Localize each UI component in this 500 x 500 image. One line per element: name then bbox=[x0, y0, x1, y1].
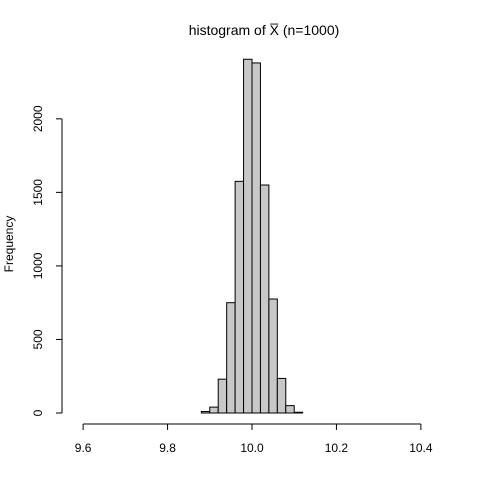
y-tick-label: 500 bbox=[31, 329, 45, 349]
histogram-bar bbox=[276, 377, 287, 414]
x-tick-label: 10.0 bbox=[240, 441, 264, 455]
y-tick-label: 1500 bbox=[31, 179, 45, 206]
histogram-bar bbox=[243, 58, 253, 414]
y-tick-label: 0 bbox=[31, 409, 45, 416]
histogram-bar bbox=[259, 184, 270, 414]
histogram-bar bbox=[200, 411, 211, 414]
y-tick-label: 2000 bbox=[31, 105, 45, 132]
x-tick-label: 9.8 bbox=[159, 441, 176, 455]
histogram-bar bbox=[209, 406, 219, 414]
histogram-bar bbox=[293, 411, 304, 414]
y-axis-title: Frequency bbox=[2, 216, 16, 273]
y-axis: 0 500 1000 1500 2000 bbox=[31, 105, 63, 416]
chart-title: histogram of X̅ (n=1000) bbox=[189, 22, 340, 38]
x-tick-label: 10.4 bbox=[409, 441, 433, 455]
histogram-bar bbox=[268, 298, 278, 414]
x-tick-label: 9.6 bbox=[75, 441, 92, 455]
histogram-bar bbox=[217, 378, 228, 414]
histogram-bar bbox=[226, 302, 236, 414]
x-tick-label: 10.2 bbox=[325, 441, 349, 455]
histogram-bar bbox=[251, 62, 261, 414]
histogram-bar bbox=[285, 405, 295, 414]
x-axis: 9.6 9.8 10.0 10.2 10.4 bbox=[75, 423, 433, 455]
bars-group bbox=[200, 58, 304, 414]
y-tick-label: 1000 bbox=[31, 252, 45, 279]
histogram-bar bbox=[234, 180, 245, 414]
